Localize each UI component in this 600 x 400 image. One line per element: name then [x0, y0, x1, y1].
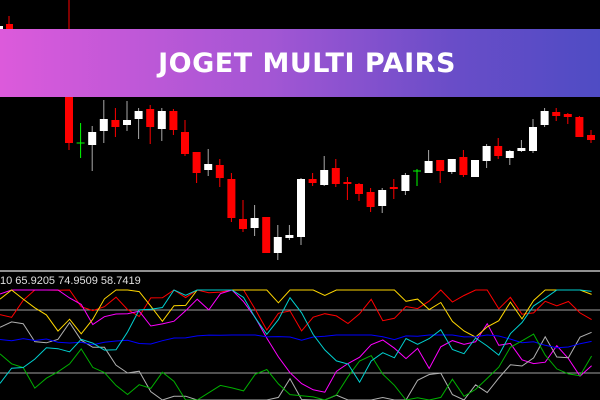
candle-body — [308, 179, 317, 183]
candle-body — [297, 179, 305, 237]
candle-body — [273, 237, 282, 253]
banner-title: JOGET MULTI PAIRS — [158, 47, 456, 79]
candle-body — [587, 135, 595, 140]
candle-body — [169, 111, 178, 130]
candle-body — [88, 132, 97, 145]
candle-body — [99, 119, 108, 131]
candle-body — [181, 132, 189, 154]
candle-body — [204, 164, 213, 170]
candle-body — [157, 111, 166, 129]
candle-body — [343, 182, 352, 184]
candle-body — [146, 109, 155, 127]
candle-body — [331, 168, 340, 184]
candle-body — [262, 217, 271, 253]
candle-body — [0, 26, 3, 29]
candle-body — [134, 111, 143, 119]
candle-body — [239, 219, 247, 229]
candle-body — [436, 160, 445, 171]
candle-body — [65, 97, 73, 143]
candle-body — [459, 157, 468, 175]
candle-body — [215, 165, 224, 178]
candle-body — [123, 120, 131, 125]
indicator-series-line — [0, 289, 592, 393]
candle-body — [540, 111, 549, 125]
candle-body — [111, 120, 120, 127]
candle-body — [389, 187, 398, 189]
indicator-series-line — [0, 289, 592, 384]
candle-body — [366, 192, 375, 207]
candle-body — [401, 175, 410, 191]
indicator-series-line — [0, 334, 592, 349]
candle-body — [575, 117, 584, 137]
candle-body — [227, 179, 236, 218]
candle-body — [563, 114, 572, 117]
candle-body — [285, 235, 294, 238]
candle-body — [505, 151, 514, 158]
candle-body — [424, 161, 433, 173]
candle-body — [482, 146, 491, 161]
candle-body — [355, 184, 363, 194]
candle-body — [552, 112, 561, 116]
candle-body — [320, 170, 329, 185]
indicator-series-line — [0, 333, 593, 400]
candle-body — [192, 152, 201, 173]
candle-body — [447, 159, 456, 172]
candle-body — [378, 190, 387, 206]
title-banner: JOGET MULTI PAIRS — [0, 29, 600, 97]
indicator-values-readout: 10 65.9205 74.9509 58.7419 — [0, 275, 141, 287]
candle-body — [250, 218, 259, 228]
candle-body — [517, 148, 526, 151]
candle-body — [6, 24, 13, 30]
candle-body — [529, 127, 537, 151]
indicator-series-line — [0, 321, 592, 400]
candle-body — [471, 160, 479, 177]
indicator-series-line — [0, 289, 592, 338]
candle-body — [494, 146, 503, 156]
